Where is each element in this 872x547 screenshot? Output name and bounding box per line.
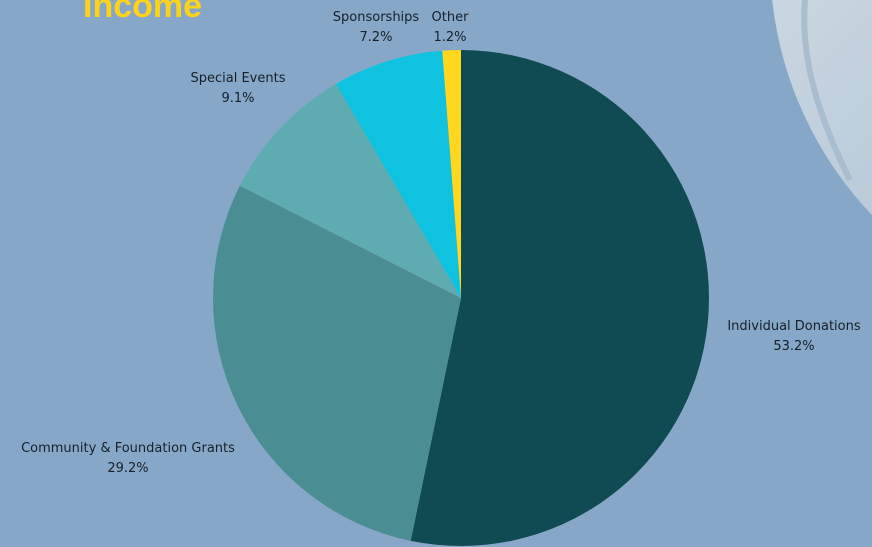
slice-name-label: Special Events (191, 71, 286, 86)
slice-percent-label: 7.2% (359, 30, 392, 45)
photo-circle-edge (801, 0, 853, 182)
slice-name-label: Individual Donations (727, 319, 861, 334)
slice-name-label: Other (432, 10, 470, 25)
slice-percent-label: 29.2% (107, 461, 148, 476)
pie-slice-special-events (239, 83, 461, 298)
pie-slice-individual-donations (410, 50, 710, 547)
pie-slice-sponsorships (335, 50, 461, 298)
slice-percent-label: 53.2% (773, 339, 814, 354)
pie-slice-community-foundation-grants (212, 185, 461, 541)
slice-percent-label: 1.2% (433, 30, 466, 45)
chart-title: Income (83, 0, 203, 25)
slice-name-label: Community & Foundation Grants (21, 441, 235, 456)
slice-name-label: Sponsorships (333, 10, 420, 25)
pie-labels: Individual Donations 53.2% Community & Fou… (21, 10, 861, 476)
pie-slice-other (442, 50, 461, 298)
slice-percent-label: 9.1% (221, 91, 254, 106)
pie-slices (212, 50, 710, 547)
